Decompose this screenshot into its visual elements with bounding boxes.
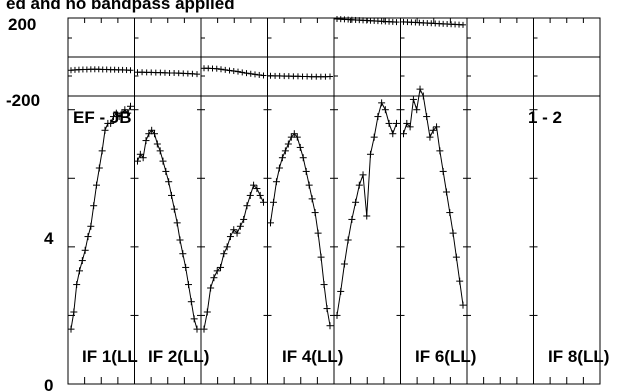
phase-ytick-top: 200: [8, 15, 36, 34]
amp-line: [137, 129, 198, 330]
amp-ytick-zero: 0: [44, 376, 53, 392]
plot-labels: ed and no bandpass applied 200 -200 4 0 …: [6, 0, 609, 392]
amp-line: [403, 87, 464, 306]
if-label-8: IF 8(LL): [548, 347, 609, 366]
plot-frames: [67, 17, 601, 385]
plot-marks: [67, 15, 467, 333]
amp-line: [270, 132, 331, 326]
amp-line: [203, 184, 264, 330]
chart-title: ed and no bandpass applied: [6, 0, 235, 13]
if-label-1: IF 1(LL: [82, 347, 138, 366]
if-series-3: [200, 65, 267, 333]
if-series-6: [400, 18, 467, 309]
if-series-4: [267, 72, 334, 330]
amp-line: [70, 106, 131, 330]
amp-line: [336, 101, 397, 316]
if-label-4: IF 4(LL): [282, 347, 343, 366]
if-label-2: IF 2(LL): [148, 347, 209, 366]
if-label-6: IF 6(LL): [415, 347, 476, 366]
if-series-2: [134, 69, 201, 333]
pol-pair-label: 1 - 2: [528, 108, 562, 127]
amp-ytick-mid: 4: [44, 229, 54, 248]
phase-ytick-bottom: -200: [6, 91, 40, 110]
if-series-1: [67, 66, 134, 333]
if-series-5: [333, 15, 400, 319]
baseline-label: EF - JB: [73, 108, 132, 127]
